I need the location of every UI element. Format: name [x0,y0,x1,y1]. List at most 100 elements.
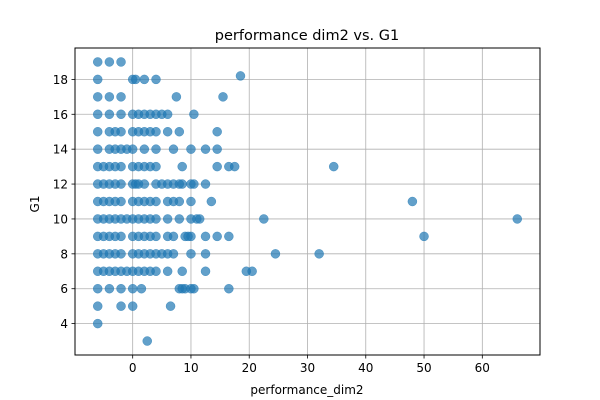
data-point [189,283,199,294]
x-tick-label: 20 [242,361,257,375]
y-tick-label: 16 [53,108,68,122]
data-point [186,231,196,242]
data-point [186,144,196,154]
x-tick-label: 60 [475,361,490,375]
data-point [104,57,115,67]
data-point [200,266,211,277]
data-point [139,74,150,85]
data-point [92,144,103,154]
data-point [116,57,126,67]
data-point [174,196,185,207]
y-tick-label: 10 [53,212,68,226]
data-point [171,92,182,102]
data-point [104,283,115,294]
data-point [116,126,126,137]
data-point [168,231,179,242]
data-point [116,231,126,242]
data-point [151,144,161,154]
data-point [116,161,126,172]
data-point [151,231,161,242]
data-point [229,161,240,172]
data-point [104,92,115,102]
data-point [92,283,103,294]
chart-title: performance dim2 vs. G1 [215,28,399,44]
data-point [92,109,103,120]
data-point [104,109,115,120]
data-point [92,318,103,329]
data-point [177,161,187,172]
data-point [177,179,187,189]
data-point [512,214,523,224]
data-point [142,336,153,346]
data-point [186,196,196,207]
data-point [151,214,161,224]
data-point [174,214,185,224]
y-tick-label: 14 [53,143,68,157]
data-point [162,109,173,120]
x-axis-ticks: 0 10 20 30 40 50 60 [129,355,490,375]
data-point [151,196,161,207]
data-point [162,126,173,137]
data-point [139,179,150,189]
data-point [151,161,161,172]
data-point [116,249,126,259]
data-point [177,266,187,277]
data-point [314,249,324,259]
data-point [162,214,173,224]
x-tick-label: 30 [300,361,315,375]
data-point [247,266,257,277]
y-tick-label: 18 [53,73,68,87]
y-tick-label: 6 [60,282,68,296]
data-point [200,179,211,189]
data-point [127,283,138,294]
data-point [212,161,222,172]
data-point [151,74,161,85]
x-tick-label: 40 [358,361,373,375]
data-point [200,144,211,154]
x-axis-label: performance_dim2 [250,383,363,397]
data-point [116,179,126,189]
x-tick-label: 0 [129,361,137,375]
data-point [139,144,150,154]
data-point [151,126,161,137]
data-point [212,231,222,242]
data-point [270,249,281,259]
data-point [92,301,103,311]
data-point [168,144,179,154]
x-tick-label: 10 [183,361,198,375]
data-point [186,249,196,259]
data-point [92,57,103,67]
data-point [212,144,222,154]
data-point [174,126,185,137]
data-point [212,126,222,137]
data-point [407,196,418,207]
data-point [92,74,103,85]
data-point [224,283,234,294]
data-point [218,92,228,102]
y-tick-label: 8 [60,247,68,261]
data-point [162,266,173,277]
data-point [127,144,138,154]
data-point [189,109,199,120]
y-axis-ticks: 4 6 8 10 12 14 16 18 [53,73,75,331]
data-point [259,214,269,224]
data-point [92,126,103,137]
data-point [194,214,205,224]
data-point [116,92,126,102]
x-tick-label: 50 [416,361,431,375]
data-point [130,74,141,85]
data-point [206,196,217,207]
data-point [200,249,211,259]
y-tick-label: 4 [60,317,68,331]
data-point [235,71,246,81]
data-point [419,231,429,242]
data-point [92,92,103,102]
data-point [189,179,199,189]
data-point [127,301,138,311]
data-point [116,196,126,207]
y-axis-label: G1 [28,196,42,213]
data-points [92,57,523,346]
data-point [165,301,176,311]
